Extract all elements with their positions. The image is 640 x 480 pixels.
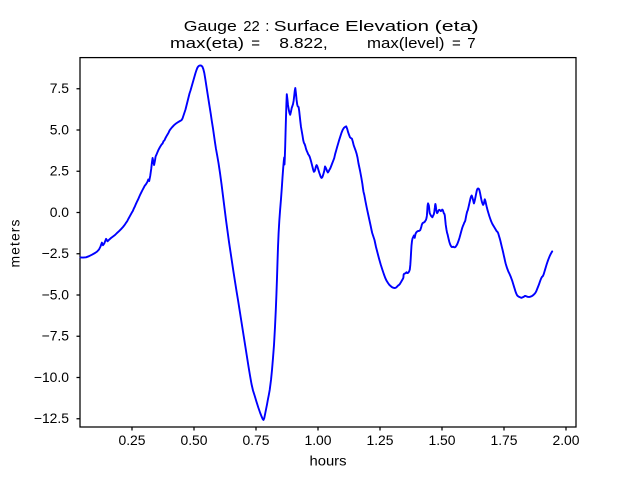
svg-text:Elevation: Elevation (345, 18, 429, 35)
svg-text:1.25: 1.25 (366, 432, 393, 448)
svg-text:(eta): (eta) (435, 18, 479, 35)
svg-text:=: = (251, 35, 260, 52)
svg-text:0.0: 0.0 (50, 204, 70, 220)
svg-text:0.25: 0.25 (118, 432, 145, 448)
svg-text:1.50: 1.50 (428, 432, 455, 448)
svg-text:22: 22 (243, 18, 259, 35)
svg-text:1.00: 1.00 (304, 432, 331, 448)
svg-text:hours: hours (310, 453, 347, 469)
svg-text:2.00: 2.00 (552, 432, 579, 448)
svg-text:max(eta): max(eta) (170, 35, 244, 52)
svg-text:2.5: 2.5 (50, 163, 70, 179)
svg-text:−2.5: −2.5 (42, 245, 70, 261)
svg-text:0.75: 0.75 (242, 432, 269, 448)
svg-text:7.5: 7.5 (50, 80, 70, 96)
svg-text:8.822,: 8.822, (279, 35, 328, 52)
svg-text:1.75: 1.75 (490, 432, 517, 448)
svg-text:Surface: Surface (274, 18, 340, 35)
svg-text:=: = (452, 35, 461, 52)
svg-text:max(level): max(level) (367, 35, 445, 52)
svg-text:meters: meters (7, 219, 23, 267)
svg-text:−7.5: −7.5 (42, 328, 70, 344)
svg-text:7: 7 (467, 35, 475, 52)
svg-text:−12.5: −12.5 (34, 410, 69, 426)
svg-text:0.50: 0.50 (180, 432, 207, 448)
svg-text::: : (265, 18, 269, 35)
svg-text:−10.0: −10.0 (34, 369, 69, 385)
svg-text:Gauge: Gauge (184, 18, 237, 35)
svg-text:−5.0: −5.0 (42, 286, 70, 302)
svg-text:5.0: 5.0 (50, 121, 70, 137)
